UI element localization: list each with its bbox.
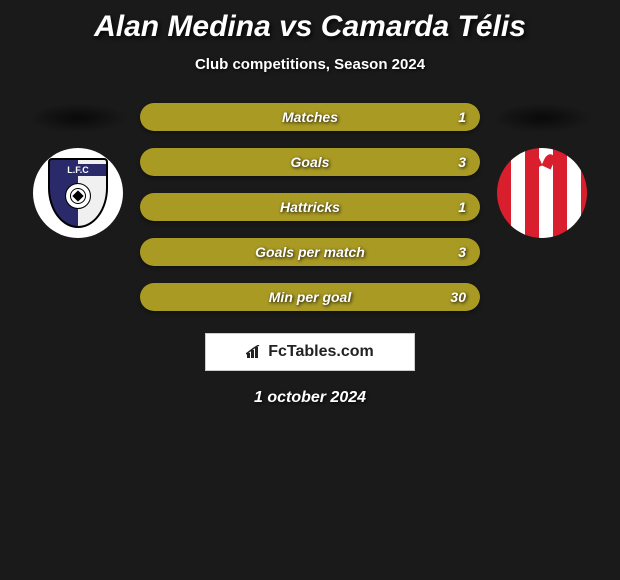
stat-value-right: 1 bbox=[458, 109, 466, 125]
stat-bar: Min per goal 30 bbox=[140, 283, 480, 311]
right-side bbox=[492, 103, 592, 238]
main-row: L.F.C Matches 1 Goals 3 Hattricks 1 Goals per … bbox=[0, 103, 620, 311]
team-crest-right bbox=[497, 148, 587, 238]
subtitle: Club competitions, Season 2024 bbox=[195, 56, 425, 73]
stat-label: Goals bbox=[291, 154, 330, 170]
team-crest-left: L.F.C bbox=[33, 148, 123, 238]
stat-bar: Hattricks 1 bbox=[140, 193, 480, 221]
chart-icon bbox=[246, 345, 264, 359]
brand-box: FcTables.com bbox=[205, 333, 415, 371]
stat-value-right: 1 bbox=[458, 199, 466, 215]
stat-value-right: 30 bbox=[450, 289, 466, 305]
stat-label: Hattricks bbox=[280, 199, 340, 215]
shield-text: L.F.C bbox=[50, 164, 106, 176]
ball-icon bbox=[65, 183, 91, 209]
player-shadow-right bbox=[492, 103, 592, 133]
stat-label: Min per goal bbox=[269, 289, 351, 305]
bow-icon bbox=[532, 154, 552, 174]
stats-column: Matches 1 Goals 3 Hattricks 1 Goals per match 3… bbox=[140, 103, 480, 311]
brand-text: FcTables.com bbox=[268, 343, 374, 361]
stripes-icon bbox=[497, 148, 587, 238]
player-shadow-left bbox=[28, 103, 128, 133]
stat-value-right: 3 bbox=[458, 244, 466, 260]
stat-bar: Matches 1 bbox=[140, 103, 480, 131]
stat-bar: Goals per match 3 bbox=[140, 238, 480, 266]
shield-icon: L.F.C bbox=[48, 158, 108, 228]
left-side: L.F.C bbox=[28, 103, 128, 238]
stat-label: Goals per match bbox=[255, 244, 365, 260]
stat-bar: Goals 3 bbox=[140, 148, 480, 176]
stat-value-right: 3 bbox=[458, 154, 466, 170]
page-title: Alan Medina vs Camarda Télis bbox=[94, 10, 526, 44]
date-text: 1 october 2024 bbox=[254, 389, 366, 407]
stat-label: Matches bbox=[282, 109, 338, 125]
container: Alan Medina vs Camarda Télis Club compet… bbox=[0, 0, 620, 417]
